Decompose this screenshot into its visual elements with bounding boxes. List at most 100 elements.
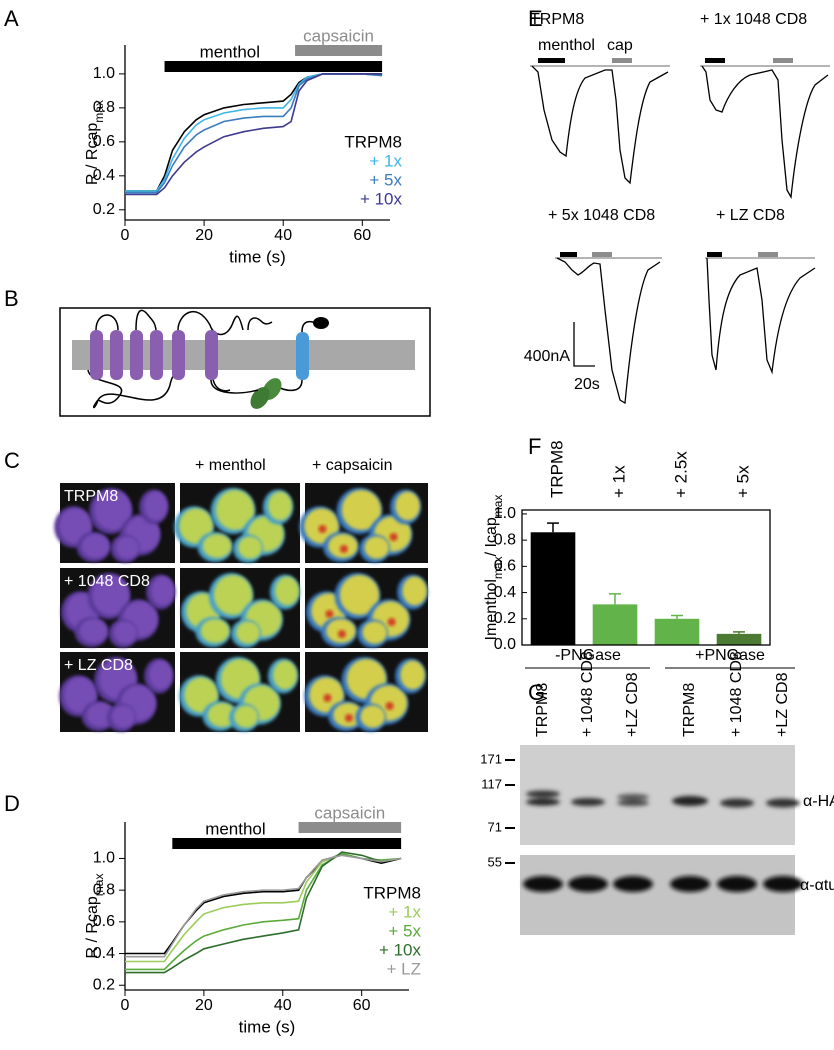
lane-label: TRPM8	[534, 683, 551, 737]
trace	[556, 257, 661, 405]
cell	[360, 705, 385, 728]
cell	[151, 576, 175, 606]
hot-spot	[325, 610, 334, 618]
group-label: -PNGase	[555, 647, 621, 664]
loop	[247, 317, 273, 331]
y-axis-label-part: max	[92, 874, 106, 897]
marker-label: 117	[481, 776, 502, 791]
glycan	[313, 317, 329, 329]
bar	[716, 633, 762, 645]
cell	[234, 705, 258, 728]
bands	[523, 790, 803, 892]
cap-bar	[612, 58, 632, 63]
stimulus-label: menthol	[200, 42, 260, 61]
stimulus-label: menthol	[205, 819, 265, 838]
tm-helices	[90, 330, 218, 380]
y-tick-label: 0.4	[93, 167, 115, 184]
calcium-images	[54, 483, 428, 732]
helix	[110, 330, 123, 380]
plot-frame	[521, 509, 771, 646]
legend-entry: + 1x	[388, 902, 421, 921]
category-label: TRPM8	[547, 440, 566, 498]
band	[613, 876, 653, 892]
column-label: + menthol	[195, 457, 266, 474]
cell	[79, 619, 108, 643]
panel-label: D	[4, 791, 20, 816]
trace	[531, 65, 669, 185]
x-tick-label: 40	[274, 227, 292, 244]
helix	[172, 330, 185, 380]
cell	[113, 621, 137, 644]
y-tick-label: 0.2	[93, 201, 115, 218]
cell	[238, 536, 262, 559]
panel-label: B	[4, 286, 19, 311]
cell	[215, 490, 255, 530]
row-label: TRPM8	[64, 488, 118, 505]
hot-spot	[385, 702, 394, 710]
legend-entry: + LZ	[387, 959, 422, 978]
y-tick-label: 0.2	[93, 976, 115, 993]
loops	[87, 309, 244, 404]
hot-spot	[344, 714, 353, 722]
legend-entry: + 5x	[369, 170, 402, 189]
y-axis-label-part: Imenthol	[483, 579, 500, 640]
marker-label: 171	[480, 751, 502, 766]
y-tick-label: 0.6	[494, 558, 516, 575]
x-tick-label: 20	[195, 227, 213, 244]
trace	[706, 257, 816, 375]
antibody-label: α-HA	[803, 793, 834, 810]
category-label: + 2.5x	[671, 451, 690, 498]
hot-spot	[339, 545, 348, 553]
lane-label: + 1048 CD8	[579, 651, 596, 737]
series-line	[125, 852, 402, 963]
legend-entry: + 5x	[388, 921, 421, 940]
cap-bar	[592, 252, 612, 257]
trace-title: + 1x 1048 CD8	[700, 11, 807, 28]
y-tick-label: 1.0	[93, 65, 115, 82]
bar	[530, 532, 576, 645]
band	[526, 790, 560, 798]
stimulus-label: capsaicin	[314, 803, 385, 822]
cell	[364, 536, 389, 559]
y-tick-label: 0.4	[93, 945, 115, 962]
menthol-bar	[705, 58, 725, 63]
blot-ha	[520, 745, 795, 845]
menthol-bar	[707, 252, 722, 257]
cell	[202, 534, 232, 558]
y-axis-label: Imentholmax/ Icapmax	[483, 495, 505, 641]
cell	[341, 490, 382, 530]
stimulus-bar	[295, 45, 383, 56]
series-line	[125, 854, 402, 958]
group-label: +PNGase	[695, 647, 765, 664]
column-label: + capsaicin	[312, 457, 393, 474]
band	[523, 876, 563, 892]
category-label: + 1x	[609, 465, 628, 498]
panel-label: E	[528, 6, 543, 31]
cell	[273, 660, 297, 690]
legend-entry: + 10x	[379, 940, 422, 959]
row-label: + LZ CD8	[64, 657, 133, 674]
panel-label: G	[528, 680, 545, 705]
membrane	[72, 340, 415, 370]
cap-bar	[773, 58, 793, 63]
cell	[179, 508, 213, 544]
cell	[213, 575, 253, 615]
legend-entry: + 1x	[369, 151, 402, 170]
marker-label: 55	[488, 854, 502, 869]
stimulus-label: menthol	[538, 37, 595, 54]
helix	[205, 330, 218, 380]
helix	[150, 330, 163, 380]
menthol-bar	[560, 252, 577, 257]
band	[717, 876, 757, 892]
x-tick-label: 0	[121, 227, 130, 244]
cell	[400, 660, 425, 690]
cell	[362, 621, 387, 644]
cell	[94, 490, 132, 530]
cell	[149, 660, 173, 690]
y-tick-label: 0.0	[494, 636, 516, 653]
y-tick-label: 1.0	[494, 505, 516, 522]
band	[568, 876, 608, 892]
cd8-helix	[296, 332, 309, 380]
cell	[402, 576, 427, 606]
hot-spot	[389, 533, 398, 541]
